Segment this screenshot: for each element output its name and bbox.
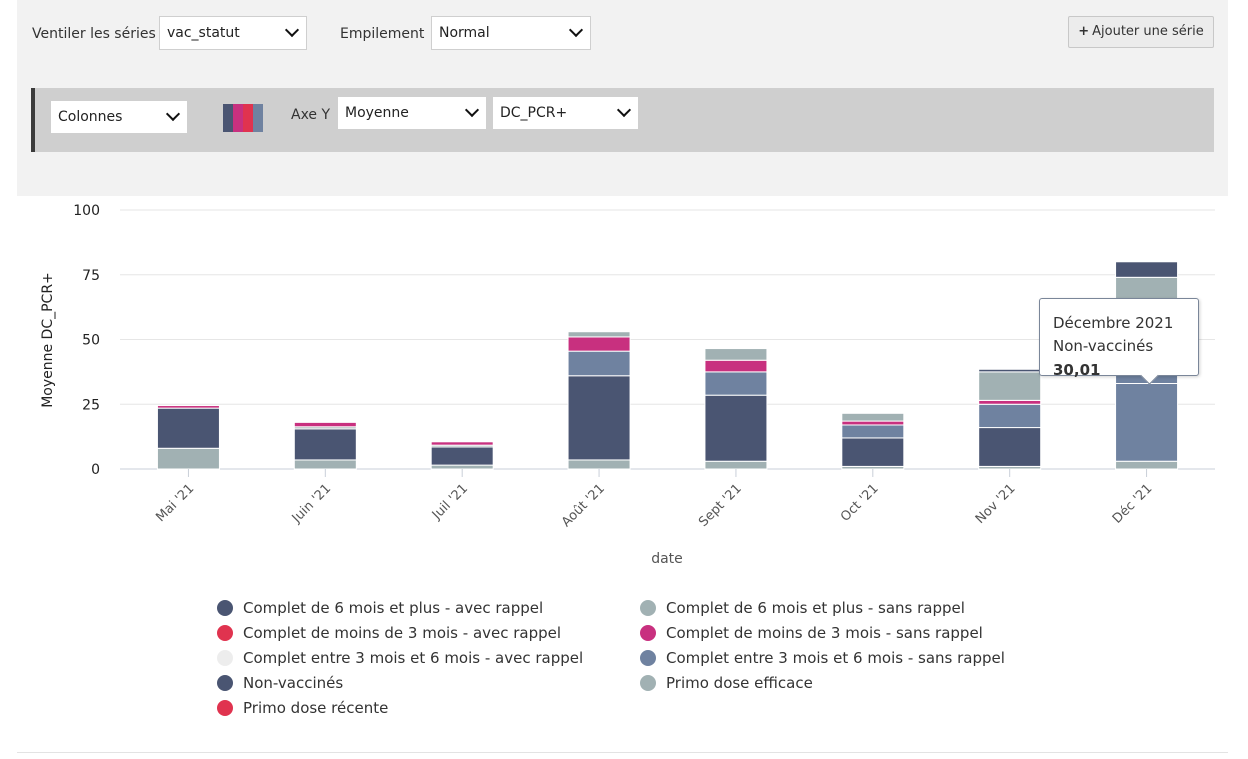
legend-marker-icon <box>217 650 233 666</box>
bar-segment[interactable] <box>704 394 768 462</box>
legend-marker-icon <box>217 600 233 616</box>
bar-segment[interactable] <box>567 331 631 338</box>
legend-label: Primo dose récente <box>243 699 389 717</box>
legend-label: Complet de moins de 3 mois - sans rappel <box>666 624 983 642</box>
tooltip-series-name: Non-vaccinés <box>1053 337 1154 355</box>
legend-label: Complet entre 3 mois et 6 mois - avec ra… <box>243 649 584 667</box>
bar-segment[interactable] <box>567 350 631 377</box>
x-tick-label: Nov '21 <box>973 481 1019 527</box>
bar-segment[interactable] <box>293 428 357 461</box>
chart-config-panel: Ventiler les séries vac_statut Empilemen… <box>17 0 1228 196</box>
legend-label: Complet de 6 mois et plus - avec rappel <box>243 599 544 617</box>
series-config-row: Colonnes Axe Y Moyenne DC_PCR+ <box>31 88 1214 152</box>
bar-segment[interactable] <box>156 407 220 449</box>
bar-segment[interactable] <box>978 427 1042 467</box>
legend-marker-icon <box>640 625 656 641</box>
bar-segment[interactable] <box>1115 383 1179 462</box>
bar-segment[interactable] <box>978 403 1042 429</box>
plus-icon: + <box>1078 24 1090 39</box>
x-tick-label: Août '21 <box>559 481 608 530</box>
y-axis-title: Moyenne DC_PCR+ <box>40 272 56 408</box>
bar-segment[interactable] <box>156 447 220 470</box>
bar-segment[interactable] <box>567 459 631 470</box>
tooltip-value: 30,01 <box>1053 361 1101 379</box>
legend-marker-icon <box>640 600 656 616</box>
bar-segment[interactable] <box>704 359 768 373</box>
bar-segment[interactable] <box>293 421 357 428</box>
legend-label: Complet de 6 mois et plus - sans rappel <box>666 599 965 617</box>
bar-segment[interactable] <box>430 446 494 466</box>
variable-value: DC_PCR+ <box>500 105 568 121</box>
x-axis-title: date <box>651 551 683 567</box>
x-tick-label: Déc '21 <box>1110 481 1156 527</box>
palette-swatch <box>233 104 243 132</box>
bar-segment[interactable] <box>704 348 768 361</box>
bar-segment[interactable] <box>156 405 220 409</box>
stacking-label: Empilement <box>340 26 425 42</box>
x-tick-label: Oct '21 <box>838 481 882 525</box>
legend-label: Complet entre 3 mois et 6 mois - sans ra… <box>666 649 1005 667</box>
legend-marker-icon <box>217 700 233 716</box>
legend-marker-icon <box>217 625 233 641</box>
tooltip-row: Non-vaccinés 30,01 <box>1053 334 1198 382</box>
bar-segment[interactable] <box>1115 460 1179 470</box>
stacking-select[interactable]: Normal <box>431 16 591 50</box>
legend-marker-icon <box>217 675 233 691</box>
color-palette-button[interactable] <box>223 104 263 132</box>
bar-segment[interactable] <box>978 368 1042 373</box>
breakdown-select-value: vac_statut <box>167 25 240 41</box>
palette-swatch <box>243 104 253 132</box>
palette-swatch <box>223 104 233 132</box>
bar-segment[interactable] <box>978 399 1042 405</box>
palette-swatch <box>253 104 263 132</box>
bar-segment[interactable] <box>841 437 905 467</box>
legend-label: Primo dose efficace <box>666 674 813 692</box>
bar-segment[interactable] <box>841 424 905 439</box>
bar-segment[interactable] <box>978 371 1042 401</box>
x-tick-label: Juil '21 <box>429 481 471 523</box>
legend-marker-icon <box>640 650 656 666</box>
chart-type-value: Colonnes <box>58 109 123 125</box>
bar-segment[interactable] <box>293 459 357 470</box>
yaxis-label: Axe Y <box>291 107 331 123</box>
legend-label: Non-vaccinés <box>243 674 344 692</box>
y-tick-label: 0 <box>91 462 100 478</box>
bar-segment[interactable] <box>567 336 631 352</box>
divider <box>17 752 1228 753</box>
bar-segment[interactable] <box>567 375 631 461</box>
bar-segment[interactable] <box>704 460 768 470</box>
add-series-label: Ajouter une série <box>1092 24 1204 39</box>
legend-label: Complet de moins de 3 mois - avec rappel <box>243 624 562 642</box>
bar-segment[interactable] <box>841 412 905 422</box>
bar-segment[interactable] <box>430 441 494 446</box>
y-tick-label: 100 <box>73 203 100 219</box>
x-tick-label: Mai '21 <box>153 481 197 525</box>
legend-marker-icon <box>640 675 656 691</box>
bar-segment[interactable] <box>430 464 494 470</box>
bar-segment[interactable] <box>1115 261 1179 278</box>
tooltip-title: Décembre 2021 <box>1053 314 1174 332</box>
x-tick-label: Sept '21 <box>696 481 745 530</box>
chart-type-select[interactable]: Colonnes <box>50 100 188 134</box>
breakdown-label: Ventiler les séries <box>32 26 156 42</box>
stacking-select-value: Normal <box>439 25 490 41</box>
aggregation-select[interactable]: Moyenne <box>337 96 487 130</box>
x-tick-label: Juin '21 <box>289 481 334 526</box>
chart-tooltip: Décembre 2021 Non-vaccinés 30,01 <box>1039 298 1199 385</box>
bar-segment[interactable] <box>704 371 768 396</box>
y-tick-label: 25 <box>82 397 100 413</box>
y-tick-label: 50 <box>82 333 100 349</box>
aggregation-value: Moyenne <box>345 105 409 121</box>
y-tick-label: 75 <box>82 268 100 284</box>
add-series-button[interactable]: + Ajouter une série <box>1068 16 1214 48</box>
breakdown-select[interactable]: vac_statut <box>159 16 307 50</box>
bar-segment[interactable] <box>841 420 905 426</box>
variable-select[interactable]: DC_PCR+ <box>492 96 639 130</box>
